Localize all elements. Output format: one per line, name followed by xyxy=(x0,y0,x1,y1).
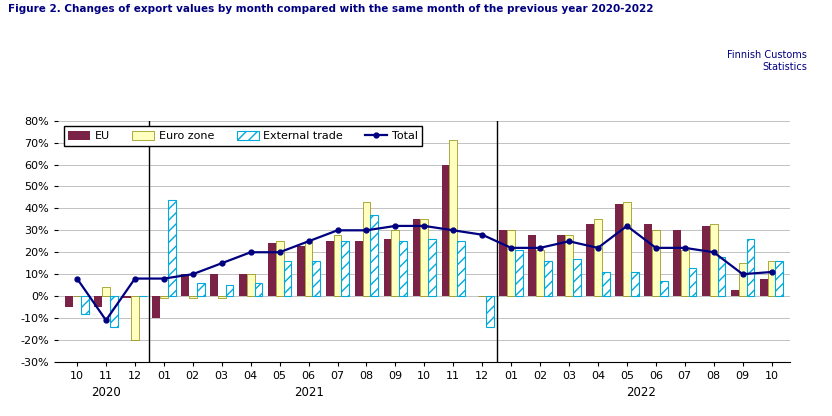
Text: 2022: 2022 xyxy=(626,386,656,399)
Bar xyxy=(623,202,631,296)
Bar xyxy=(152,296,160,318)
Bar xyxy=(313,261,320,296)
Text: 2020: 2020 xyxy=(92,386,121,399)
Bar xyxy=(486,296,494,327)
Bar xyxy=(297,246,305,296)
Bar xyxy=(457,241,465,296)
Bar xyxy=(499,230,508,296)
Bar xyxy=(442,164,449,296)
Bar xyxy=(660,281,667,296)
Bar xyxy=(602,272,610,296)
Bar xyxy=(218,296,225,298)
Bar xyxy=(94,296,102,307)
Bar xyxy=(710,224,718,296)
Bar xyxy=(718,257,726,296)
Bar xyxy=(428,239,436,296)
Bar xyxy=(731,290,739,296)
Bar xyxy=(268,243,275,296)
Bar xyxy=(644,224,652,296)
Bar xyxy=(123,296,131,298)
Bar xyxy=(449,140,457,296)
Bar xyxy=(399,241,407,296)
Bar xyxy=(544,261,552,296)
Text: Finnish Customs
Statistics: Finnish Customs Statistics xyxy=(727,50,807,72)
Bar xyxy=(689,267,696,296)
Bar xyxy=(66,296,73,307)
Bar xyxy=(615,204,623,296)
Bar xyxy=(326,241,334,296)
Bar xyxy=(370,215,379,296)
Bar xyxy=(681,250,689,296)
Bar xyxy=(536,250,544,296)
Bar xyxy=(189,296,196,298)
Bar xyxy=(594,219,602,296)
Bar xyxy=(565,235,573,296)
Bar xyxy=(181,274,189,296)
Bar xyxy=(275,241,284,296)
Bar xyxy=(760,279,768,296)
Bar xyxy=(515,250,522,296)
Bar xyxy=(746,239,755,296)
Text: Figure 2. Changes of export values by month compared with the same month of the : Figure 2. Changes of export values by mo… xyxy=(8,4,654,14)
Bar xyxy=(196,283,205,296)
Bar xyxy=(363,202,370,296)
Bar xyxy=(631,272,639,296)
Bar xyxy=(413,219,420,296)
Bar xyxy=(341,241,349,296)
Bar xyxy=(557,235,565,296)
Bar xyxy=(420,219,428,296)
Bar xyxy=(354,241,363,296)
Bar xyxy=(131,296,139,340)
Legend: EU, Euro zone, External trade, Total: EU, Euro zone, External trade, Total xyxy=(64,126,423,146)
Bar xyxy=(305,241,313,296)
Bar xyxy=(392,230,399,296)
Bar xyxy=(168,200,176,296)
Bar xyxy=(239,274,247,296)
Text: 2021: 2021 xyxy=(294,386,324,399)
Bar xyxy=(255,283,262,296)
Bar xyxy=(284,261,291,296)
Bar xyxy=(702,226,710,296)
Bar xyxy=(739,263,746,296)
Bar xyxy=(508,230,515,296)
Bar xyxy=(160,296,168,298)
Bar xyxy=(528,235,536,296)
Bar xyxy=(247,274,255,296)
Bar xyxy=(334,235,341,296)
Bar xyxy=(110,296,117,327)
Bar xyxy=(775,261,783,296)
Bar xyxy=(673,230,681,296)
Bar xyxy=(384,239,392,296)
Bar xyxy=(225,285,234,296)
Bar xyxy=(652,230,660,296)
Bar xyxy=(768,261,775,296)
Bar xyxy=(81,296,89,314)
Bar xyxy=(573,259,581,296)
Bar xyxy=(102,287,110,296)
Bar xyxy=(210,274,218,296)
Bar xyxy=(587,224,594,296)
